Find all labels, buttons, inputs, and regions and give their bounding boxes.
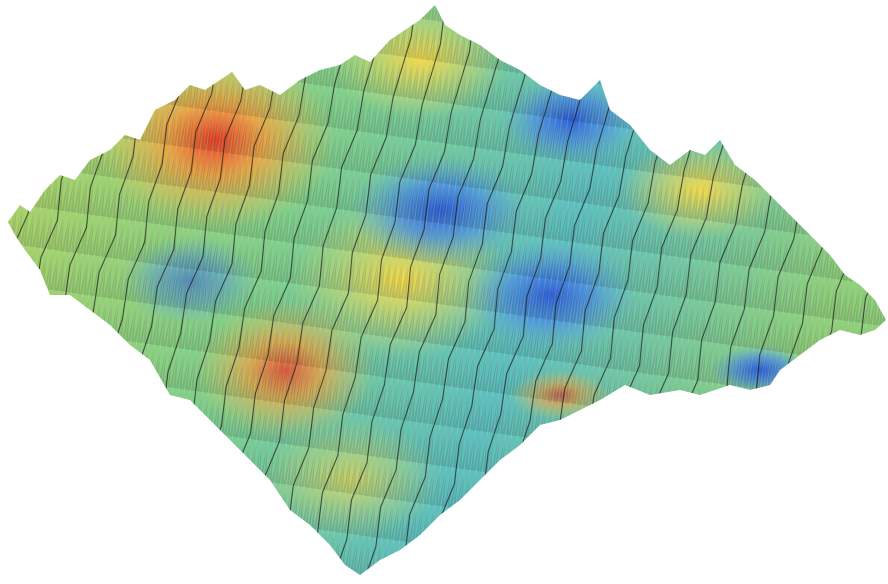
- contour-lines: [8, 5, 886, 575]
- surface-image: [8, 5, 886, 575]
- surface: [8, 5, 886, 575]
- page: [8, 5, 886, 575]
